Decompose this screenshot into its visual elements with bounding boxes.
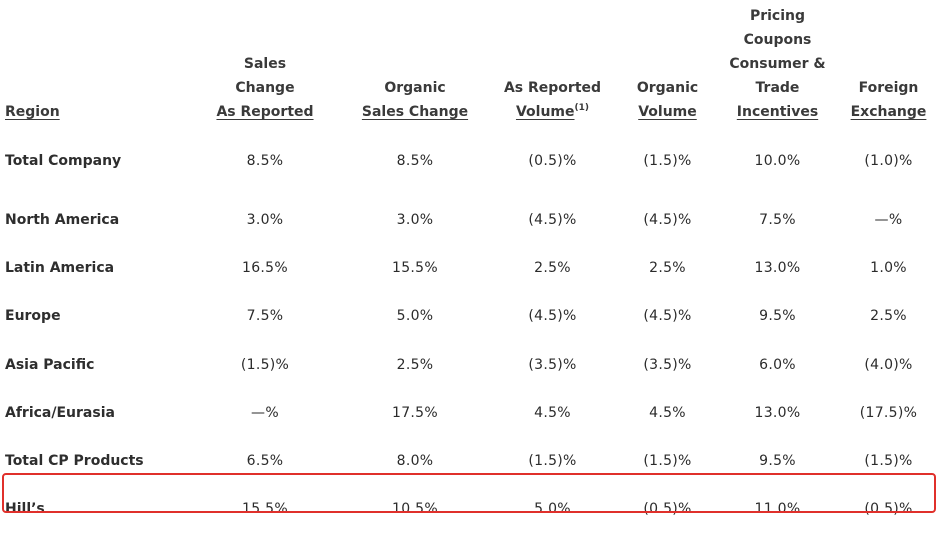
cell-organic-sales: 8.5% xyxy=(396,153,434,169)
table-row-highlighted: Hill’s 15.5% 10.5% 5.0% (0.5)% 11.0% (0.… xyxy=(0,485,942,533)
cell-organic-sales: 5.0% xyxy=(396,308,434,325)
table-row: Asia Pacific (1.5)% 2.5% (3.5)% (3.5)% 6… xyxy=(0,341,942,389)
cell-organic-volume: (0.5)% xyxy=(643,501,692,518)
table-row: North America 3.0% 3.0% (4.5)% (4.5)% 7.… xyxy=(0,196,942,244)
header-pricing: Pricing Coupons Consumer & Trade Incenti… xyxy=(720,0,835,126)
cell-organic-volume: (4.5)% xyxy=(643,308,692,325)
cell-pricing: 10.0% xyxy=(754,153,801,169)
cell-region: Europe xyxy=(5,308,61,325)
cell-organic-sales: 15.5% xyxy=(392,260,438,277)
cell-reported-volume: (4.5)% xyxy=(528,308,577,325)
cell-fx: (17.5)% xyxy=(859,404,918,421)
cell-reported-volume: 5.0% xyxy=(534,501,571,518)
header-sales-change: Sales Change As Reported xyxy=(190,0,340,126)
header-line: Coupons xyxy=(743,32,812,48)
header-line: Foreign xyxy=(858,80,919,96)
cell-reported-volume: (3.5)% xyxy=(528,356,577,373)
cell-fx: (0.5)% xyxy=(864,501,913,518)
cell-fx: 1.0% xyxy=(870,260,907,277)
header-reported-volume: As Reported Volume(1) xyxy=(490,0,615,126)
header-line: Sales Change xyxy=(361,104,469,120)
header-line: Sales xyxy=(243,56,287,72)
cell-reported-volume: (0.5)% xyxy=(528,153,577,169)
cell-organic-volume: (3.5)% xyxy=(643,356,692,373)
cell-region: Asia Pacific xyxy=(5,356,95,373)
cell-fx: (1.0)% xyxy=(864,153,913,169)
cell-region: Africa/Eurasia xyxy=(5,404,115,421)
header-line: Pricing xyxy=(749,8,806,24)
cell-sales-change: 3.0% xyxy=(246,212,284,229)
cell-sales-change: 7.5% xyxy=(246,308,284,325)
cell-organic-volume: 4.5% xyxy=(649,404,686,421)
cell-region: Total Company xyxy=(5,153,122,169)
header-line: Volume xyxy=(638,104,697,120)
cell-pricing: 13.0% xyxy=(754,260,801,277)
cell-organic-volume: 2.5% xyxy=(649,260,686,277)
cell-organic-sales: 17.5% xyxy=(392,404,438,421)
table-row: Total Company 8.5% 8.5% (0.5)% (1.5)% 10… xyxy=(0,126,942,196)
cell-pricing: 6.0% xyxy=(759,356,796,373)
cell-sales-change: (1.5)% xyxy=(240,356,290,373)
cell-organic-volume: (4.5)% xyxy=(643,212,692,229)
cell-pricing: 13.0% xyxy=(754,404,801,421)
cell-organic-sales: 3.0% xyxy=(396,212,434,229)
table-row: Latin America 16.5% 15.5% 2.5% 2.5% 13.0… xyxy=(0,244,942,292)
header-line: Organic xyxy=(384,80,446,96)
cell-fx: 2.5% xyxy=(870,308,907,325)
cell-region: Total CP Products xyxy=(5,453,144,470)
cell-pricing: 9.5% xyxy=(759,453,796,470)
header-organic-volume: Organic Volume xyxy=(615,0,720,126)
header-line: As Reported xyxy=(503,80,602,96)
highlight-box xyxy=(2,473,936,513)
cell-reported-volume: (1.5)% xyxy=(528,453,577,470)
cell-fx: —% xyxy=(874,212,903,229)
table-row: Europe 7.5% 5.0% (4.5)% (4.5)% 9.5% 2.5% xyxy=(0,292,942,340)
cell-region: Latin America xyxy=(5,260,115,277)
cell-region: North America xyxy=(5,212,120,229)
header-region-line: Region xyxy=(5,104,60,120)
header-line: Consumer & xyxy=(729,56,826,72)
cell-pricing: 9.5% xyxy=(759,308,796,325)
cell-sales-change: 15.5% xyxy=(242,501,288,518)
header-foreign-exchange: Foreign Exchange xyxy=(835,0,942,126)
header-line: Volume xyxy=(515,104,575,120)
cell-pricing: 11.0% xyxy=(754,501,801,518)
cell-reported-volume: 2.5% xyxy=(534,260,571,277)
cell-fx: (1.5)% xyxy=(864,453,913,470)
cell-organic-sales: 8.0% xyxy=(396,453,434,470)
cell-fx: (4.0)% xyxy=(864,356,913,373)
cell-organic-volume: (1.5)% xyxy=(643,153,692,169)
header-line: Trade xyxy=(755,80,800,96)
table-row: Total CP Products 6.5% 8.0% (1.5)% (1.5)… xyxy=(0,437,942,485)
cell-region: Hill’s xyxy=(5,501,45,518)
header-line: Incentives xyxy=(736,104,819,120)
header-line: As Reported xyxy=(216,104,314,120)
header-line: Exchange xyxy=(850,104,927,120)
cell-sales-change: —% xyxy=(251,404,279,421)
header-region: Region xyxy=(0,0,190,126)
cell-sales-change: 16.5% xyxy=(242,260,288,277)
cell-pricing: 7.5% xyxy=(759,212,796,229)
footnote-marker: (1) xyxy=(574,103,590,113)
cell-reported-volume: 4.5% xyxy=(534,404,571,421)
header-row: Region Sales Change As Reported Organic … xyxy=(0,0,942,126)
cell-reported-volume: (4.5)% xyxy=(528,212,577,229)
table-row: Africa/Eurasia —% 17.5% 4.5% 4.5% 13.0% … xyxy=(0,389,942,437)
cell-sales-change: 6.5% xyxy=(246,453,284,470)
header-line: Organic xyxy=(636,80,699,96)
cell-sales-change: 8.5% xyxy=(246,153,284,169)
cell-organic-sales: 2.5% xyxy=(396,356,434,373)
cell-organic-volume: (1.5)% xyxy=(643,453,692,470)
cell-organic-sales: 10.5% xyxy=(392,501,438,518)
header-organic-sales-change: Organic Sales Change xyxy=(340,0,490,126)
header-line: Change xyxy=(235,80,295,96)
